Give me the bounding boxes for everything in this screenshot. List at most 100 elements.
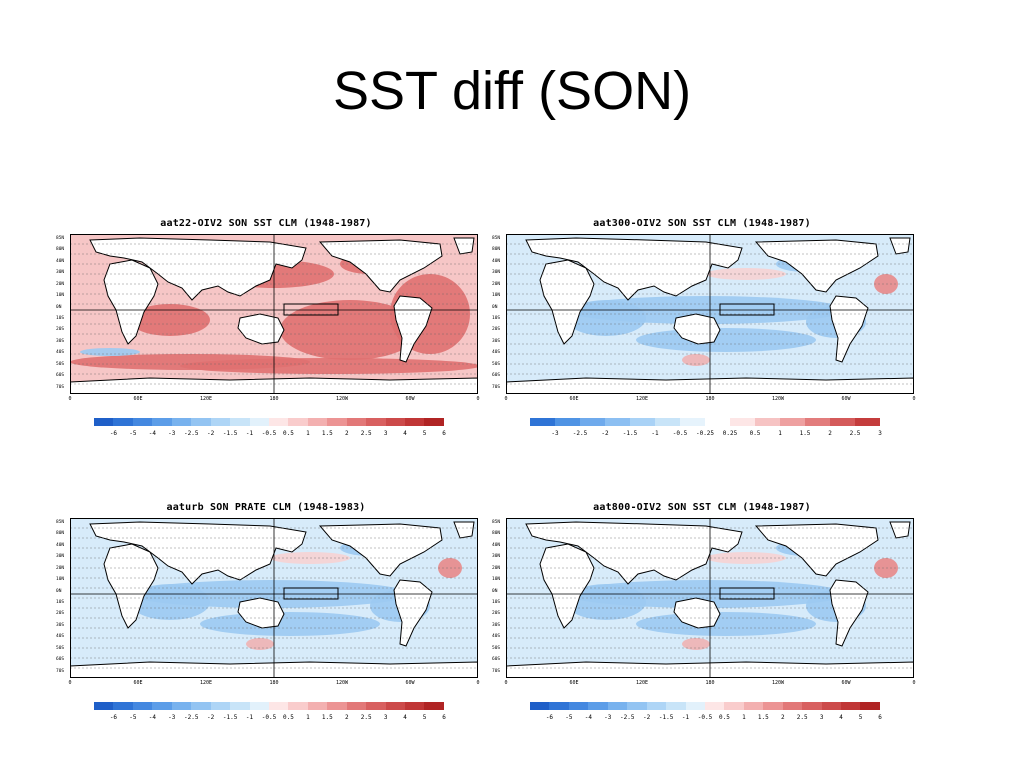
latitude-label: 10N xyxy=(492,293,501,299)
colorbar-swatch xyxy=(627,702,647,710)
latitude-label: 70S xyxy=(492,668,501,674)
colorbar-swatch xyxy=(191,418,211,426)
continent-outline xyxy=(393,579,433,647)
longitude-label: 180 xyxy=(269,396,279,402)
latitude-label: 80N xyxy=(56,247,65,253)
colorbar-label: 6 xyxy=(442,714,446,721)
colorbar-label: -0.5 xyxy=(697,714,713,721)
longitude-label: 120W xyxy=(335,680,349,686)
colorbar-label: -1 xyxy=(681,714,690,721)
nino-box xyxy=(283,303,339,316)
latitude-label: 60S xyxy=(492,657,501,663)
latitude-label: 20S xyxy=(56,327,65,333)
anomaly-region xyxy=(636,612,816,636)
colorbar-label: -2.5 xyxy=(619,714,635,721)
colorbar-label: -4 xyxy=(148,714,156,721)
map-panel: aaturb SON PRATE CLM (1948-1983) 85N 80N 40… xyxy=(56,502,480,737)
colorbar-label: 1.5 xyxy=(799,430,811,437)
map-panel: aat800-OIV2 SON SST CLM (1948-1987) 85N 80… xyxy=(492,502,916,737)
colorbar-swatch xyxy=(424,702,444,710)
colorbar-label: -2 xyxy=(601,430,609,437)
colorbar-label: -2 xyxy=(207,714,215,721)
colorbar-label: 0.5 xyxy=(749,430,761,437)
colorbar-label: -5 xyxy=(565,714,573,721)
latitude-label: 10N xyxy=(492,577,501,583)
panel-title: aaturb SON PRATE CLM (1948-1983) xyxy=(166,502,366,513)
colorbar-label: 6 xyxy=(442,430,446,437)
latitude-labels: 85N 80N 40N 30N 20N 10N 0N 10S 20S 30S 40S 50S 60S 70… xyxy=(492,518,506,678)
longitude-label: 0 xyxy=(912,680,916,686)
continent-outline xyxy=(318,239,443,293)
longitude-label: 0 xyxy=(912,396,916,402)
colorbar-swatch xyxy=(568,702,589,710)
colorbar-swatch xyxy=(210,418,231,426)
longitude-labels: 0 60E 120E 180 120W 60W 0 xyxy=(68,680,479,688)
colorbar-label: -5 xyxy=(129,430,137,437)
colorbar-swatch xyxy=(268,418,289,426)
latitude-label: 20S xyxy=(492,611,501,617)
colorbar-label: -5 xyxy=(129,714,137,721)
colorbar-swatch xyxy=(680,418,705,426)
latitude-label: 30N xyxy=(56,554,65,560)
anomaly-region xyxy=(636,328,816,352)
colorbar-swatch xyxy=(607,702,628,710)
colorbar-swatch xyxy=(580,418,605,426)
colorbar-swatch xyxy=(705,418,730,426)
latitude-label: 0N xyxy=(492,588,498,594)
longitude-labels: 0 60E 120E 180 120W 60W 0 xyxy=(504,680,916,688)
longitude-label: 0 xyxy=(504,396,508,402)
colorbar-swatch xyxy=(802,702,822,710)
latitude-label: 30S xyxy=(56,622,65,628)
latitude-label: 50S xyxy=(492,645,501,651)
colorbar-label: 1 xyxy=(306,714,310,721)
colorbar-swatch xyxy=(385,702,405,710)
colorbar-swatch xyxy=(346,418,367,426)
latitude-label: 70S xyxy=(56,384,65,390)
latitude-label: 30N xyxy=(492,270,501,276)
slide-title: SST diff (SON) xyxy=(332,61,692,121)
colorbar-label: 2.5 xyxy=(849,430,861,437)
anomaly-region xyxy=(566,300,646,336)
latitude-label: 30S xyxy=(56,338,65,344)
continent-outline xyxy=(453,237,475,255)
colorbar-label: 1 xyxy=(306,430,310,437)
colorbar-label: -3 xyxy=(168,430,176,437)
colorbar-swatch xyxy=(530,702,550,710)
colorbar-swatch xyxy=(307,418,328,426)
continent-outline xyxy=(89,237,307,301)
latitude-label: 60S xyxy=(56,657,65,663)
colorbar-swatch xyxy=(171,702,192,710)
colorbar-swatch xyxy=(249,702,269,710)
longitude-label: 120E xyxy=(199,680,213,686)
colorbar-swatch xyxy=(530,418,555,426)
colorbar-label: 2 xyxy=(344,714,349,721)
colorbar-label: 3 xyxy=(878,430,882,437)
colorbar-swatch xyxy=(763,702,783,710)
colorbar-label: 4 xyxy=(839,714,843,721)
longitude-label: 60E xyxy=(569,680,579,686)
longitude-label: 120E xyxy=(199,396,213,402)
colorbar-label: -0.5 xyxy=(672,430,688,437)
colorbar-label: 5 xyxy=(858,714,863,721)
longitude-label: 120E xyxy=(635,396,649,402)
colorbar-label: 1.5 xyxy=(321,714,333,721)
colorbar-label: 2 xyxy=(780,714,785,721)
colorbar-swatch xyxy=(307,702,328,710)
colorbar-swatch xyxy=(821,702,841,710)
longitude-label: 120E xyxy=(635,680,649,686)
colorbar-label: 1.5 xyxy=(321,430,333,437)
colorbar-swatch xyxy=(230,702,250,710)
continent-outline xyxy=(829,579,869,647)
latitude-label: 20N xyxy=(56,565,65,571)
latitude-label: 40S xyxy=(492,350,501,356)
longitude-label: 120W xyxy=(771,680,785,686)
colorbar-label: -1.5 xyxy=(222,430,238,437)
latitude-label: 50S xyxy=(56,645,65,651)
colorbar-swatch xyxy=(268,702,289,710)
colorbar-swatch xyxy=(113,702,133,710)
colorbar-label: -2 xyxy=(643,714,651,721)
latitude-label: 10N xyxy=(56,293,65,299)
map-frame xyxy=(70,234,478,394)
colorbar-swatch xyxy=(132,702,153,710)
colorbar-label: -4 xyxy=(148,430,156,437)
